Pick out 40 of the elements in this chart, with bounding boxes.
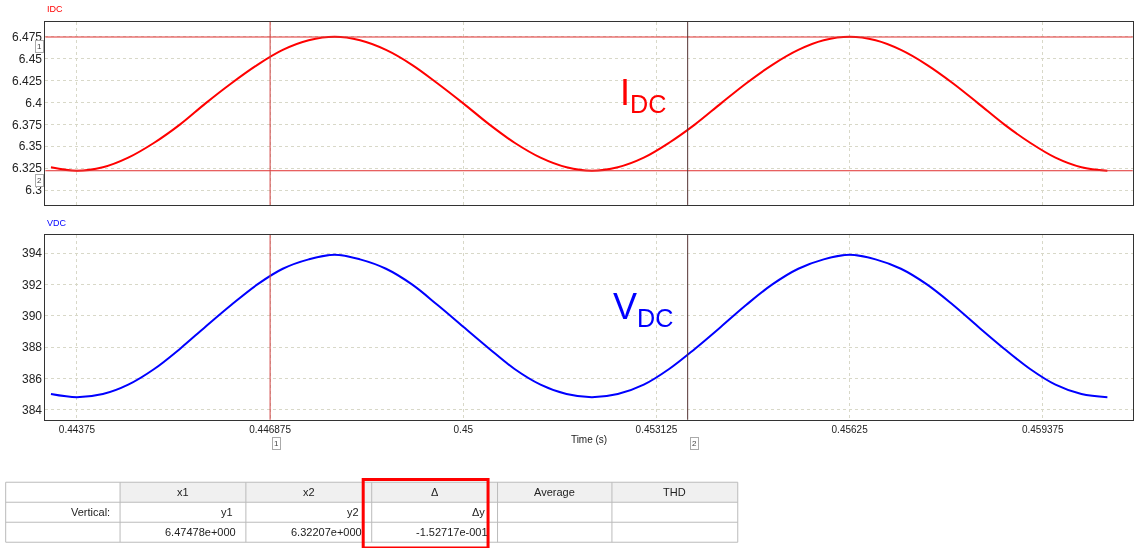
text: x1 [177, 486, 189, 498]
annotation: I$_{DC}$ [620, 72, 667, 118]
text: THD [663, 486, 686, 498]
text: x2 [303, 486, 315, 498]
x-tick-label: 0.446875 [249, 423, 292, 435]
y-tick-label: 6.375 [11, 117, 43, 132]
y-tick-label: 388 [21, 340, 43, 355]
y-tick-label: 6.425 [11, 73, 43, 88]
chart-title: IDC [47, 4, 63, 14]
y-tick-label: 384 [21, 402, 43, 417]
x-tick-label: 0.459375 [1021, 423, 1065, 435]
x-tick-label: 0.45625 [831, 423, 869, 435]
text: Δy [472, 506, 488, 518]
x-tick-label: 0.453125 [635, 423, 678, 435]
x-tick-label: 0.44375 [58, 423, 96, 435]
y-tick-label: 6.475 [11, 30, 43, 45]
y-tick-label: 394 [21, 246, 43, 261]
y-tick-label: 6.45 [18, 51, 43, 66]
text: 6.47478e+000 [165, 526, 236, 538]
y-tick-label: 6.35 [18, 139, 43, 154]
x-tick-label: 0.45 [453, 423, 474, 435]
text: y2 [347, 506, 362, 518]
y-tick-label: 386 [21, 371, 43, 386]
y-tick-label: 392 [21, 277, 43, 292]
text: y1 [221, 506, 236, 518]
y-tick-label: 6.325 [11, 161, 43, 176]
x-axis-title: Time (s) [570, 434, 608, 446]
text: Average [534, 486, 575, 498]
y-tick-label: 6.4 [25, 95, 43, 110]
annotation: V$_{DC}$ [613, 286, 674, 332]
text: -1.52717e-001 [416, 526, 488, 538]
annotation: 2 [37, 176, 42, 185]
annotation: 2 [692, 439, 697, 448]
y-tick-label: 390 [21, 308, 43, 323]
annotation: 1 [274, 439, 279, 448]
annotation: 1 [37, 42, 42, 51]
chart-title: VDC [47, 218, 67, 228]
text: Δ [431, 486, 439, 498]
text: 6.32207e+000 [291, 526, 362, 538]
text: Vertical: [71, 506, 111, 518]
